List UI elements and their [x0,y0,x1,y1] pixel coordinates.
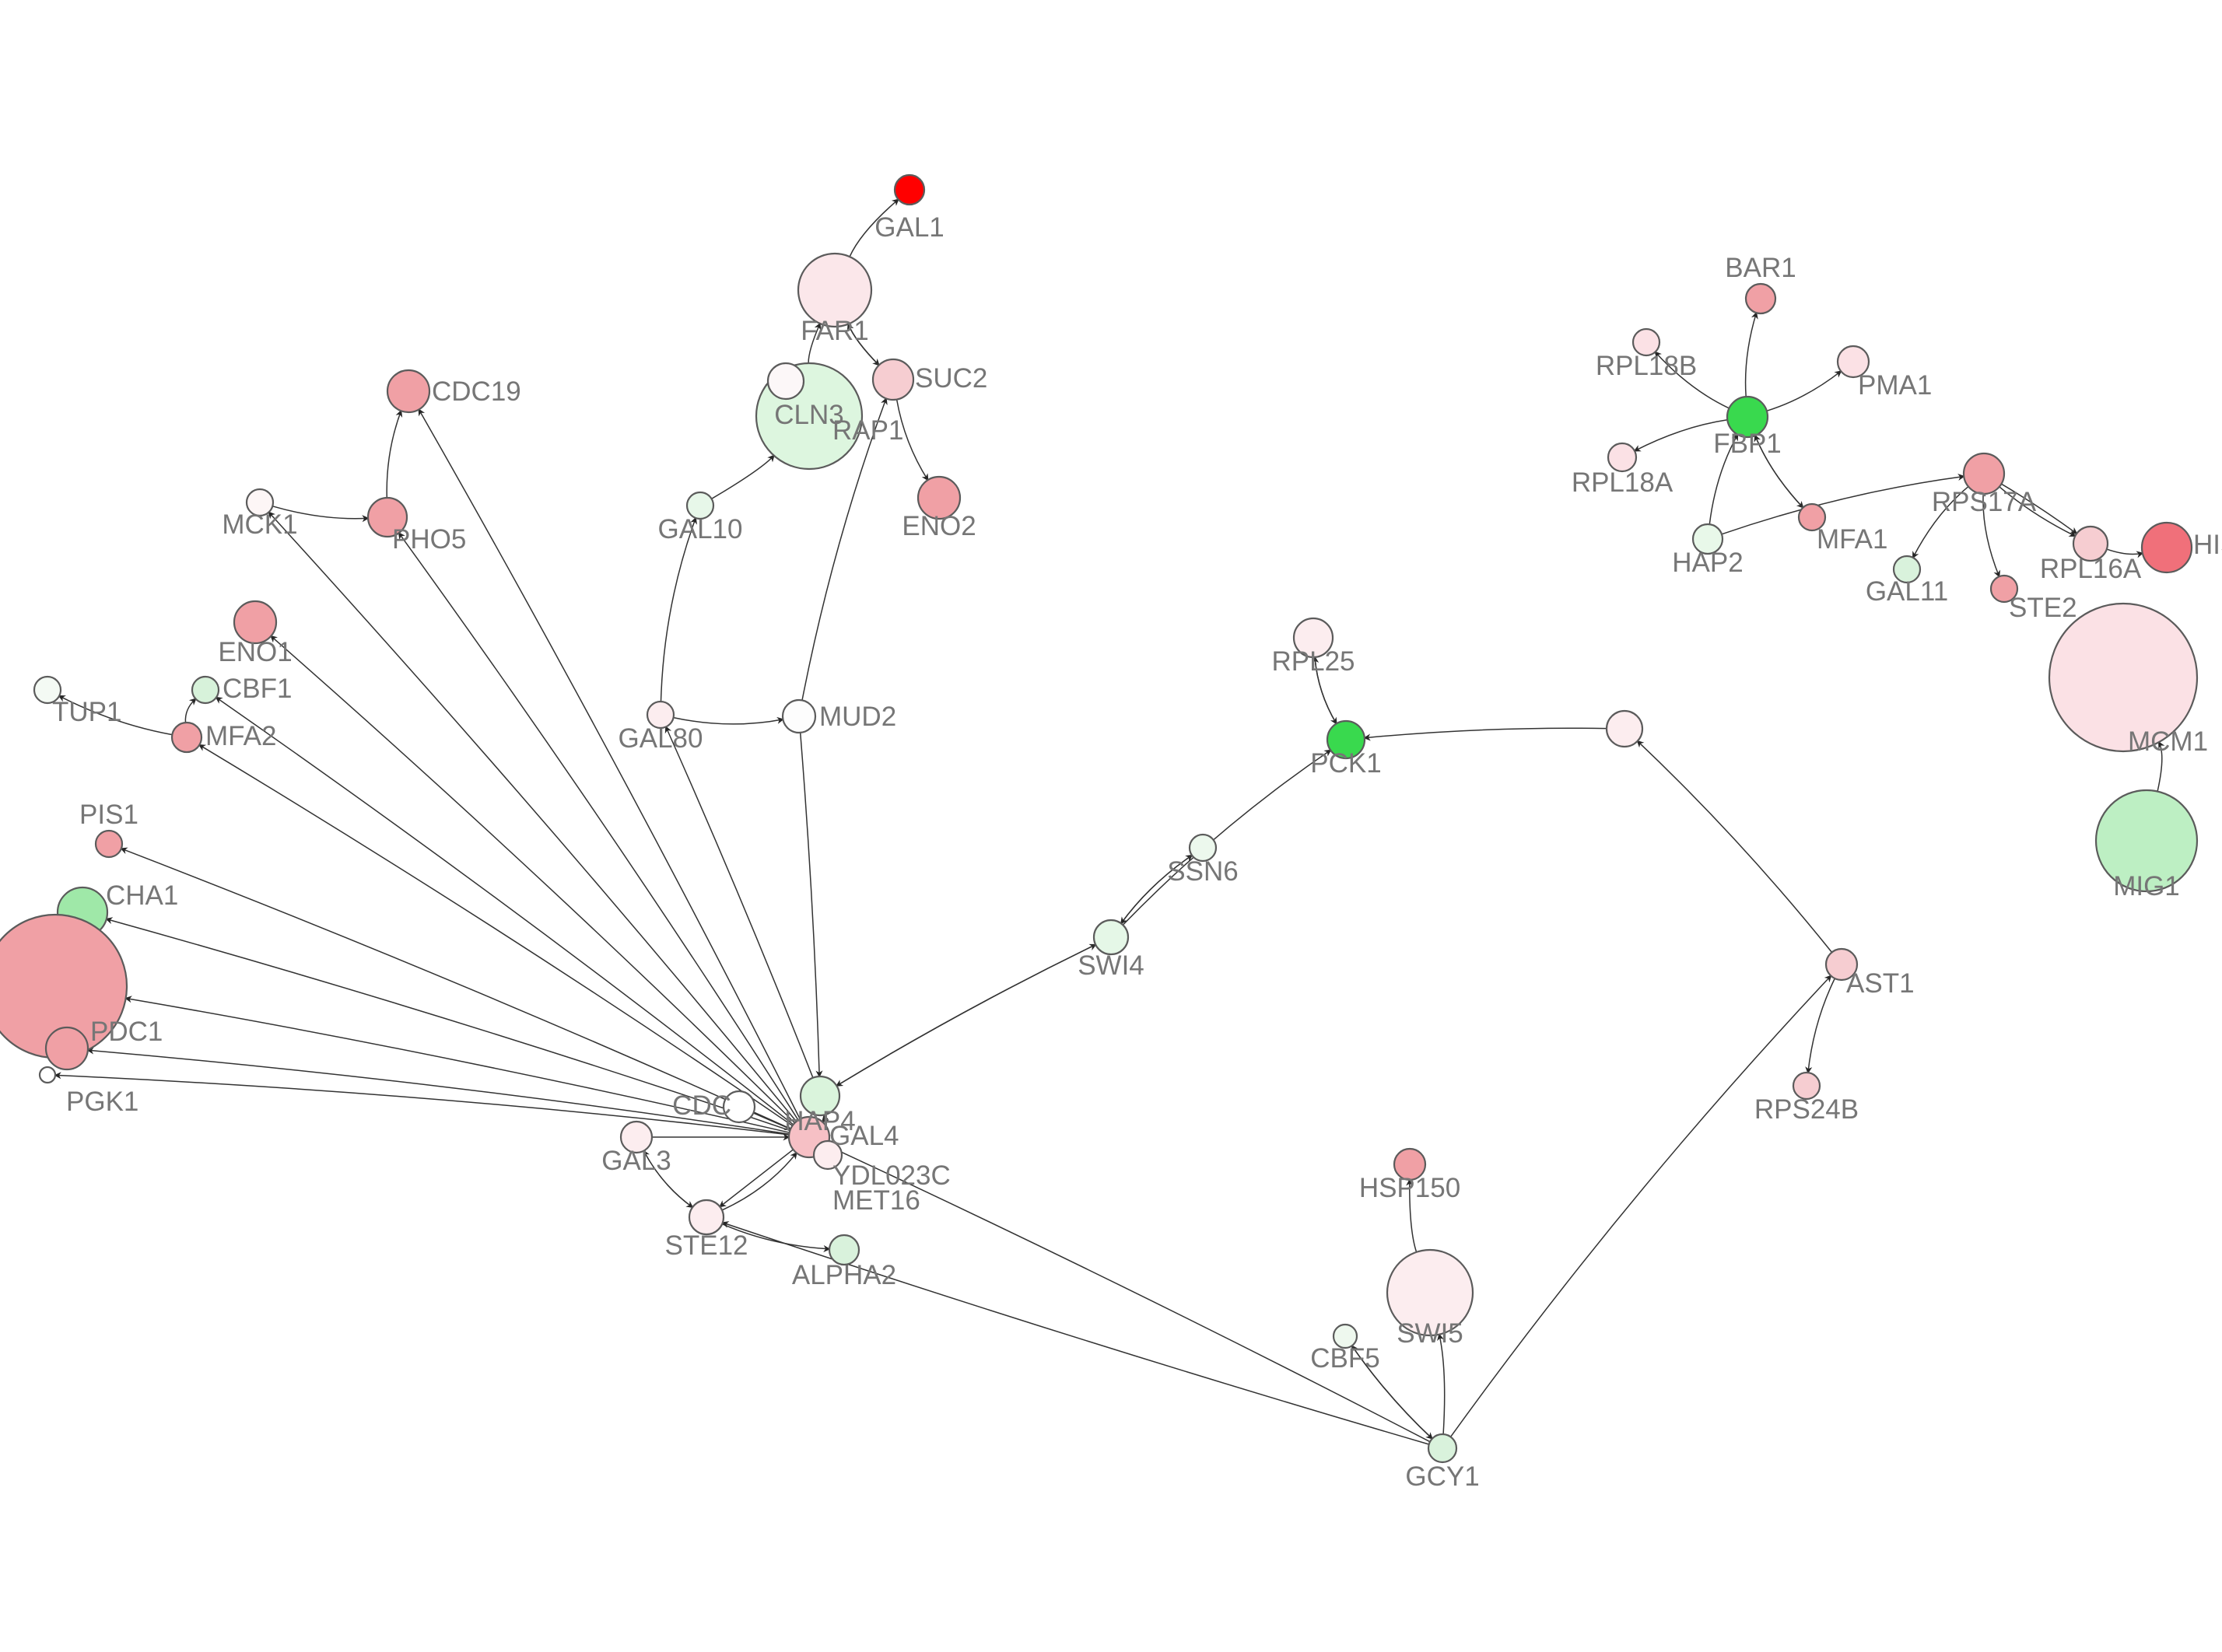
svg-text:CBF1: CBF1 [223,674,292,704]
svg-text:HAP2: HAP2 [1672,548,1743,578]
svg-text:ALPHA2: ALPHA2 [792,1260,896,1290]
svg-text:PIS1: PIS1 [79,800,138,830]
svg-text:GAL1: GAL1 [874,212,945,243]
svg-text:CBF5: CBF5 [1310,1343,1379,1374]
svg-text:MCK1: MCK1 [222,509,297,540]
svg-text:PHO5: PHO5 [392,524,466,555]
svg-text:CHA1: CHA1 [106,880,178,911]
svg-text:HSP150: HSP150 [1359,1173,1460,1203]
svg-text:GCY1: GCY1 [1405,1461,1479,1492]
svg-text:GAL80: GAL80 [619,723,703,754]
svg-text:RAP1: RAP1 [832,415,903,446]
svg-text:HIS4: HIS4 [2193,530,2222,560]
svg-text:MUD2: MUD2 [819,702,896,732]
svg-text:AST1: AST1 [1846,968,1915,999]
svg-text:MET16: MET16 [832,1185,920,1216]
svg-text:STE2: STE2 [2009,593,2077,623]
svg-text:MFA1: MFA1 [1817,524,1887,555]
svg-text:PGK1: PGK1 [66,1087,138,1117]
svg-text:PCK1: PCK1 [1310,748,1381,779]
svg-text:CDC19: CDC19 [432,376,521,407]
svg-text:RPS17A: RPS17A [1932,487,2037,517]
svg-text:RPL16A: RPL16A [2040,554,2142,584]
svg-text:GAL11: GAL11 [1866,576,1948,607]
svg-text:ENO2: ENO2 [902,511,976,541]
svg-text:ENO1: ENO1 [218,637,292,667]
svg-text:PMA1: PMA1 [1858,370,1932,401]
svg-text:SSN6: SSN6 [1167,856,1238,887]
svg-text:BAR1: BAR1 [1725,253,1796,283]
svg-text:GAL3: GAL3 [601,1146,671,1176]
svg-text:FAR1: FAR1 [801,316,869,346]
svg-text:MCM1: MCM1 [2128,726,2208,757]
svg-text:GAL10: GAL10 [658,514,743,544]
svg-text:STE12: STE12 [665,1230,748,1261]
svg-text:FBP1: FBP1 [1713,429,1782,459]
svg-text:RPL18A: RPL18A [1572,467,1674,498]
svg-text:PDC1: PDC1 [90,1017,163,1047]
svg-text:GAL4: GAL4 [829,1121,899,1151]
svg-text:SWI4: SWI4 [1078,950,1144,981]
svg-text:RPL25: RPL25 [1271,646,1355,677]
svg-text:SUC2: SUC2 [915,363,987,394]
svg-text:MFA2: MFA2 [205,721,276,751]
svg-text:TUP1: TUP1 [52,697,121,727]
svg-text:MIG1: MIG1 [2113,871,2180,901]
svg-text:SWI5: SWI5 [1397,1318,1463,1349]
svg-text:CDC: CDC [672,1090,731,1121]
svg-text:RPS24B: RPS24B [1754,1094,1859,1125]
svg-text:RPL18B: RPL18B [1596,351,1697,381]
